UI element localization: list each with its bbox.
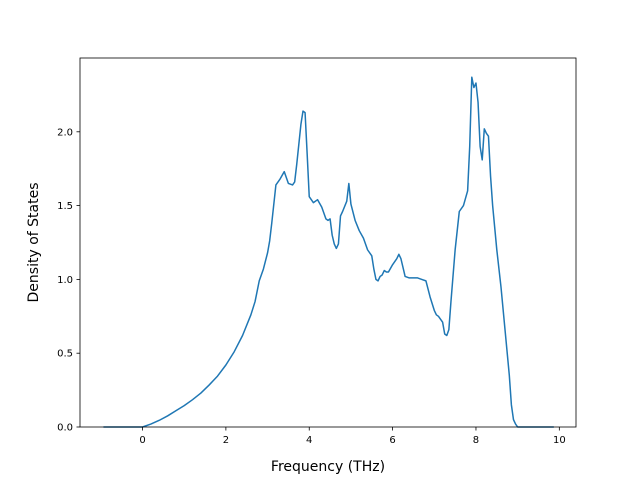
x-tick-label: 10 (553, 435, 566, 446)
y-tick-label: 1.0 (57, 275, 73, 286)
y-tick-label: 0.5 (57, 349, 73, 360)
dos-series-line (103, 76, 554, 428)
y-tick-label: 0.0 (57, 423, 73, 434)
x-tick-label: 8 (473, 435, 479, 446)
x-tick-label: 6 (389, 435, 395, 446)
x-tick-label: 0 (139, 435, 145, 446)
x-tick-label: 4 (306, 435, 312, 446)
plot-frame (79, 57, 577, 428)
tick-layer: 0 2 4 6 8 10 0.0 0.5 1.0 1.5 2.0 (57, 127, 566, 446)
y-axis-label: Density of States (26, 183, 42, 303)
x-tick-label: 2 (223, 435, 229, 446)
y-tick-label: 2.0 (57, 127, 73, 138)
plot-layer (103, 76, 554, 428)
y-tick-label: 1.5 (57, 201, 73, 212)
x-axis-label: Frequency (THz) (271, 459, 385, 475)
